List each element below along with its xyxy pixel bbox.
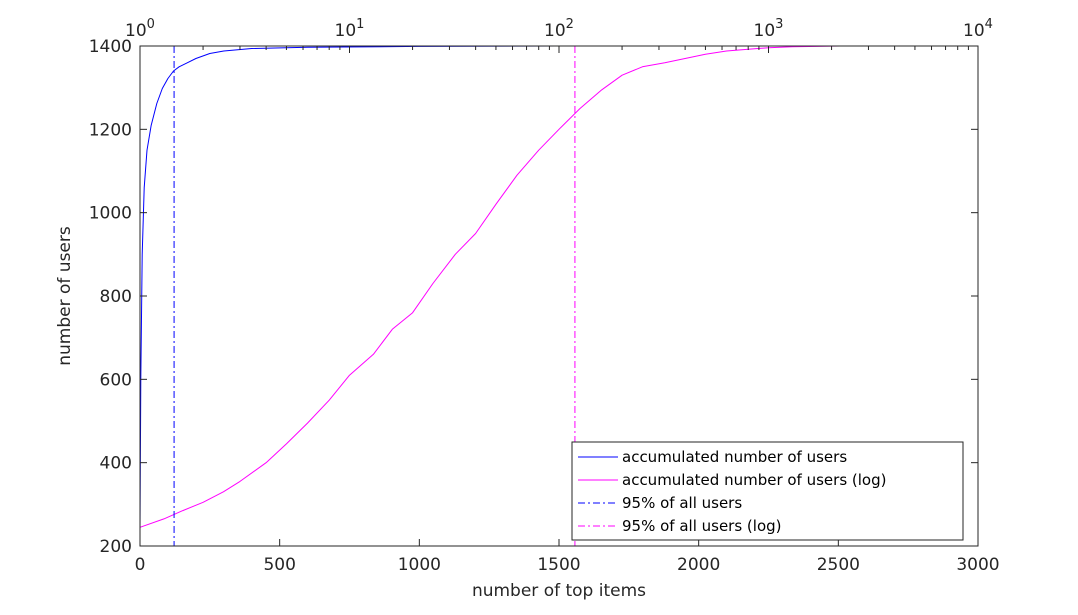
y-tick-label: 400 <box>100 454 132 474</box>
top-tick-label: 103 <box>754 17 784 41</box>
top-tick-exponent: 4 <box>985 17 993 32</box>
y-tick-label: 200 <box>100 537 132 557</box>
series-line-0 <box>139 45 872 530</box>
top-tick-base: 10 <box>335 21 357 41</box>
axes-group: 0 500 1000 1500 2000 2500 30002004006008001000… <box>89 17 1000 575</box>
y-tick-label: 600 <box>100 370 132 390</box>
y-tick-label: 1000 <box>89 204 132 224</box>
legend-label: 95% of all users <box>622 494 742 512</box>
series-line-1 <box>139 45 869 528</box>
legend-label: 95% of all users (log) <box>622 517 782 535</box>
legend: accumulated number of users accumulated n… <box>571 441 964 541</box>
x-tick-label: 0 <box>135 555 146 575</box>
legend-box <box>571 441 964 541</box>
legend-label: accumulated number of users <box>622 448 847 466</box>
top-tick-exponent: 3 <box>775 17 783 32</box>
y-tick-label: 800 <box>100 287 132 307</box>
y-tick-label: 1200 <box>89 120 132 140</box>
legend-label: accumulated number of users (log) <box>622 471 886 489</box>
top-tick-base: 10 <box>963 21 985 41</box>
top-tick-exponent: 2 <box>566 17 574 32</box>
x-tick-label: 2000 <box>677 555 720 575</box>
top-tick-label: 104 <box>963 17 993 41</box>
top-tick-exponent: 0 <box>147 17 155 32</box>
x-tick-label: 500 <box>263 555 295 575</box>
x-tick-label: 2500 <box>817 555 860 575</box>
y-axis-label: number of users <box>55 226 75 366</box>
top-tick-base: 10 <box>544 21 566 41</box>
x-tick-label: 1000 <box>398 555 441 575</box>
x-tick-label: 1500 <box>537 555 580 575</box>
top-tick-label: 100 <box>125 17 155 41</box>
top-tick-exponent: 1 <box>356 17 364 32</box>
top-tick-label: 102 <box>544 17 574 41</box>
top-tick-label: 101 <box>335 17 365 41</box>
y-tick-label: 1400 <box>89 37 132 57</box>
x-axis-label: number of top items <box>472 581 646 601</box>
top-tick-base: 10 <box>754 21 776 41</box>
top-tick-base: 10 <box>125 21 147 41</box>
x-tick-label: 3000 <box>956 555 999 575</box>
